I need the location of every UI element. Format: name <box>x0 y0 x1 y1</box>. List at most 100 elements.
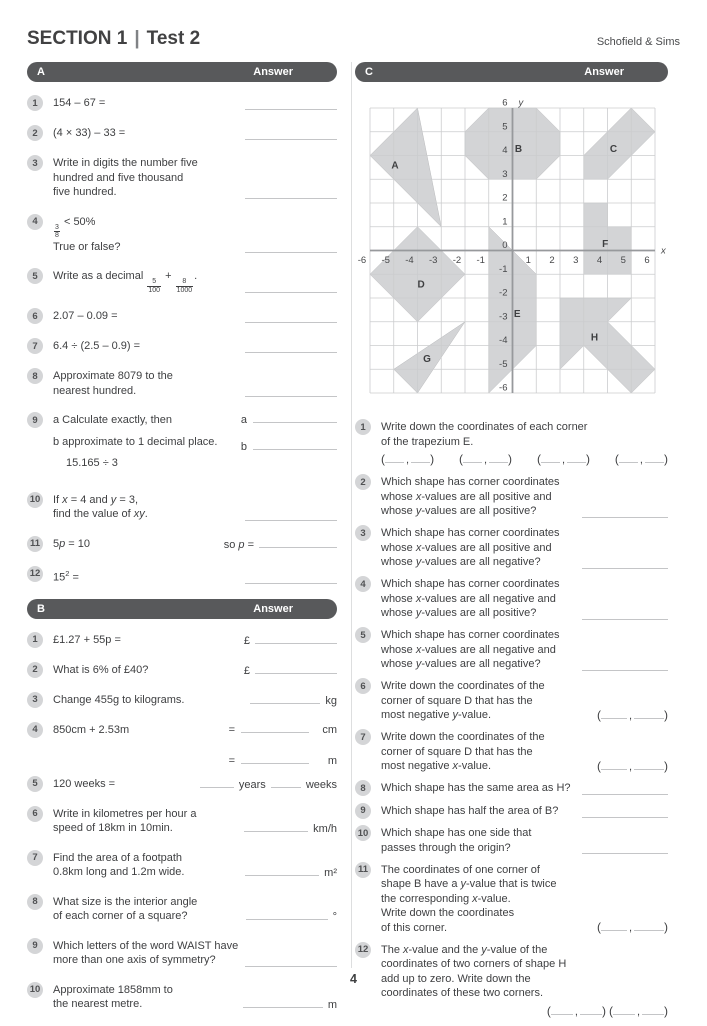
answer-line <box>582 558 668 569</box>
left-column: A Answer 1 154 – 67 = 2 (4 × 33) – 33 = 3 Write… <box>27 62 337 1026</box>
question-text-line: Which shape has corner coordinates <box>381 476 560 488</box>
answer-line <box>245 242 337 253</box>
question-text-line: whose x-values are all positive and <box>381 490 552 503</box>
question-row: 2 Which shape has corner coordinates whose… <box>355 474 668 519</box>
answer-unit: cm <box>322 723 337 736</box>
answer-column-label: Answer <box>253 66 293 78</box>
question-row: 3 Write in digits the number five hundred … <box>27 155 337 200</box>
x-tick-label: 2 <box>549 255 554 266</box>
answer-line <box>245 342 337 353</box>
answer-row: a <box>241 412 337 426</box>
variable: xy <box>133 508 145 520</box>
question-text-line: Approximate 8079 to the <box>53 370 173 382</box>
question-row: 9 a Calculate exactly, then b approximate … <box>27 412 337 478</box>
answer-line <box>250 693 321 704</box>
question-number-badge: 10 <box>27 981 43 998</box>
question-row: 10 If x = 4 and y = 3, find the value of x… <box>27 491 337 522</box>
question-number-badge: 7 <box>27 338 43 354</box>
question-text: 5p = 10 <box>53 536 337 552</box>
variable: p <box>238 538 245 551</box>
question-row: 7 Find the area of a footpath 0.8km long a… <box>27 849 337 880</box>
fraction-numerator: 3 <box>55 223 59 231</box>
answer-line <box>411 452 431 463</box>
x-axis-letter: x <box>660 246 667 257</box>
x-tick-label: 1 <box>526 255 531 266</box>
answer-line <box>579 1004 602 1015</box>
question-row: 3 Change 455g to kilograms. kg <box>27 691 337 708</box>
close-paren: ) <box>664 1003 668 1018</box>
answer-line <box>634 759 664 770</box>
x-tick-label: -1 <box>477 255 485 266</box>
question-text-line: Which shape has one side that <box>381 827 532 839</box>
question-text: Which letters of the word WAIST have more… <box>53 938 337 968</box>
question-number-badge: 8 <box>27 893 43 910</box>
answer-line <box>582 660 668 671</box>
question-text: Write in kilometres per hour a speed of 1… <box>53 806 337 836</box>
question-text-line: £1.27 + 55p = <box>53 633 121 646</box>
answer-area <box>245 510 337 521</box>
variable: y <box>415 658 422 670</box>
question-text-line: most negative x-value. <box>381 760 492 772</box>
y-tick-label: 2 <box>502 193 507 204</box>
question-row: 6 Write in kilometres per hour a speed of … <box>27 805 337 836</box>
answer-line <box>242 997 323 1008</box>
answer-area <box>245 99 337 110</box>
question-text: 154 – 67 = <box>53 95 337 111</box>
comma: , <box>406 454 410 466</box>
question-row: 8 What size is the interior angle of each … <box>27 893 337 924</box>
test-title: Test 2 <box>146 28 201 49</box>
question-text: What is 6% of £40? <box>53 662 337 678</box>
answer-row: = cm <box>229 722 337 736</box>
answer-unit: ° <box>332 910 337 923</box>
question-text-line: coordinates of these two corners. <box>381 987 544 999</box>
question-text-line: find the value of xy. <box>53 508 148 520</box>
answer-area <box>582 843 668 854</box>
question-text: The x-value and the y-value of the coordi… <box>381 942 668 1020</box>
question-number-badge: 12 <box>355 941 371 958</box>
question-number-badge: 6 <box>27 805 43 822</box>
question-row: 7 Write down the coordinates of the corner… <box>355 729 668 774</box>
section-title: SECTION 1 <box>27 28 128 49</box>
question-number-badge: 9 <box>27 412 43 428</box>
close-paren: ) <box>601 1003 606 1018</box>
shape-label-G: G <box>423 354 431 365</box>
answer-prefix: = <box>228 723 235 736</box>
x-tick-label: -5 <box>382 255 390 266</box>
x-tick-label: 3 <box>573 255 578 266</box>
question-row: 1 Write down the coordinates of each corn… <box>355 419 668 468</box>
answer-column-label: Answer <box>584 66 624 78</box>
variable: x <box>415 592 422 605</box>
question-text-line: Approximate 1858mm to <box>53 983 173 996</box>
question-text: Which shape has corner coordinates whose … <box>381 525 668 570</box>
answer-unit: m <box>327 754 337 767</box>
answer-area: (,) <box>597 708 668 722</box>
question-row: 8 Which shape has the same area as H? <box>355 780 668 796</box>
answer-line <box>642 1004 664 1015</box>
question-number-badge: 3 <box>27 691 43 708</box>
question-text: £1.27 + 55p = <box>53 632 337 648</box>
answer-prefix: a <box>240 414 247 426</box>
open-paren: ( <box>596 758 601 773</box>
section-b: B Answer 1 £1.27 + 55p = £2 What is 6% of £40… <box>27 598 337 1012</box>
answer-line <box>618 452 638 463</box>
question-number-badge: 5 <box>27 268 43 284</box>
section-header-bar: C Answer <box>355 62 668 82</box>
answer-line <box>245 510 337 521</box>
question-number-badge: 1 <box>355 419 371 435</box>
shape-label-H: H <box>591 333 598 344</box>
y-tick-label: 1 <box>502 216 507 227</box>
answer-line <box>199 777 234 788</box>
question-text-line: Write down the coordinates <box>381 907 515 919</box>
y-tick-label: -5 <box>499 359 507 370</box>
answer-line <box>255 633 337 644</box>
question-text-line: Write as a decimal 5 100 + 8 1000. <box>53 270 198 294</box>
answer-line <box>600 708 627 719</box>
question-row: 12 152 = <box>27 565 337 585</box>
question-text-line: 5p = 10 <box>53 537 91 550</box>
question-row: 6 Write down the coordinates of the corner… <box>355 678 668 723</box>
comma: , <box>574 1005 578 1018</box>
answer-line <box>582 843 668 854</box>
close-paren: ) <box>508 452 513 466</box>
question-row: 5 Write as a decimal 5 100 + 8 1000. <box>27 268 337 294</box>
